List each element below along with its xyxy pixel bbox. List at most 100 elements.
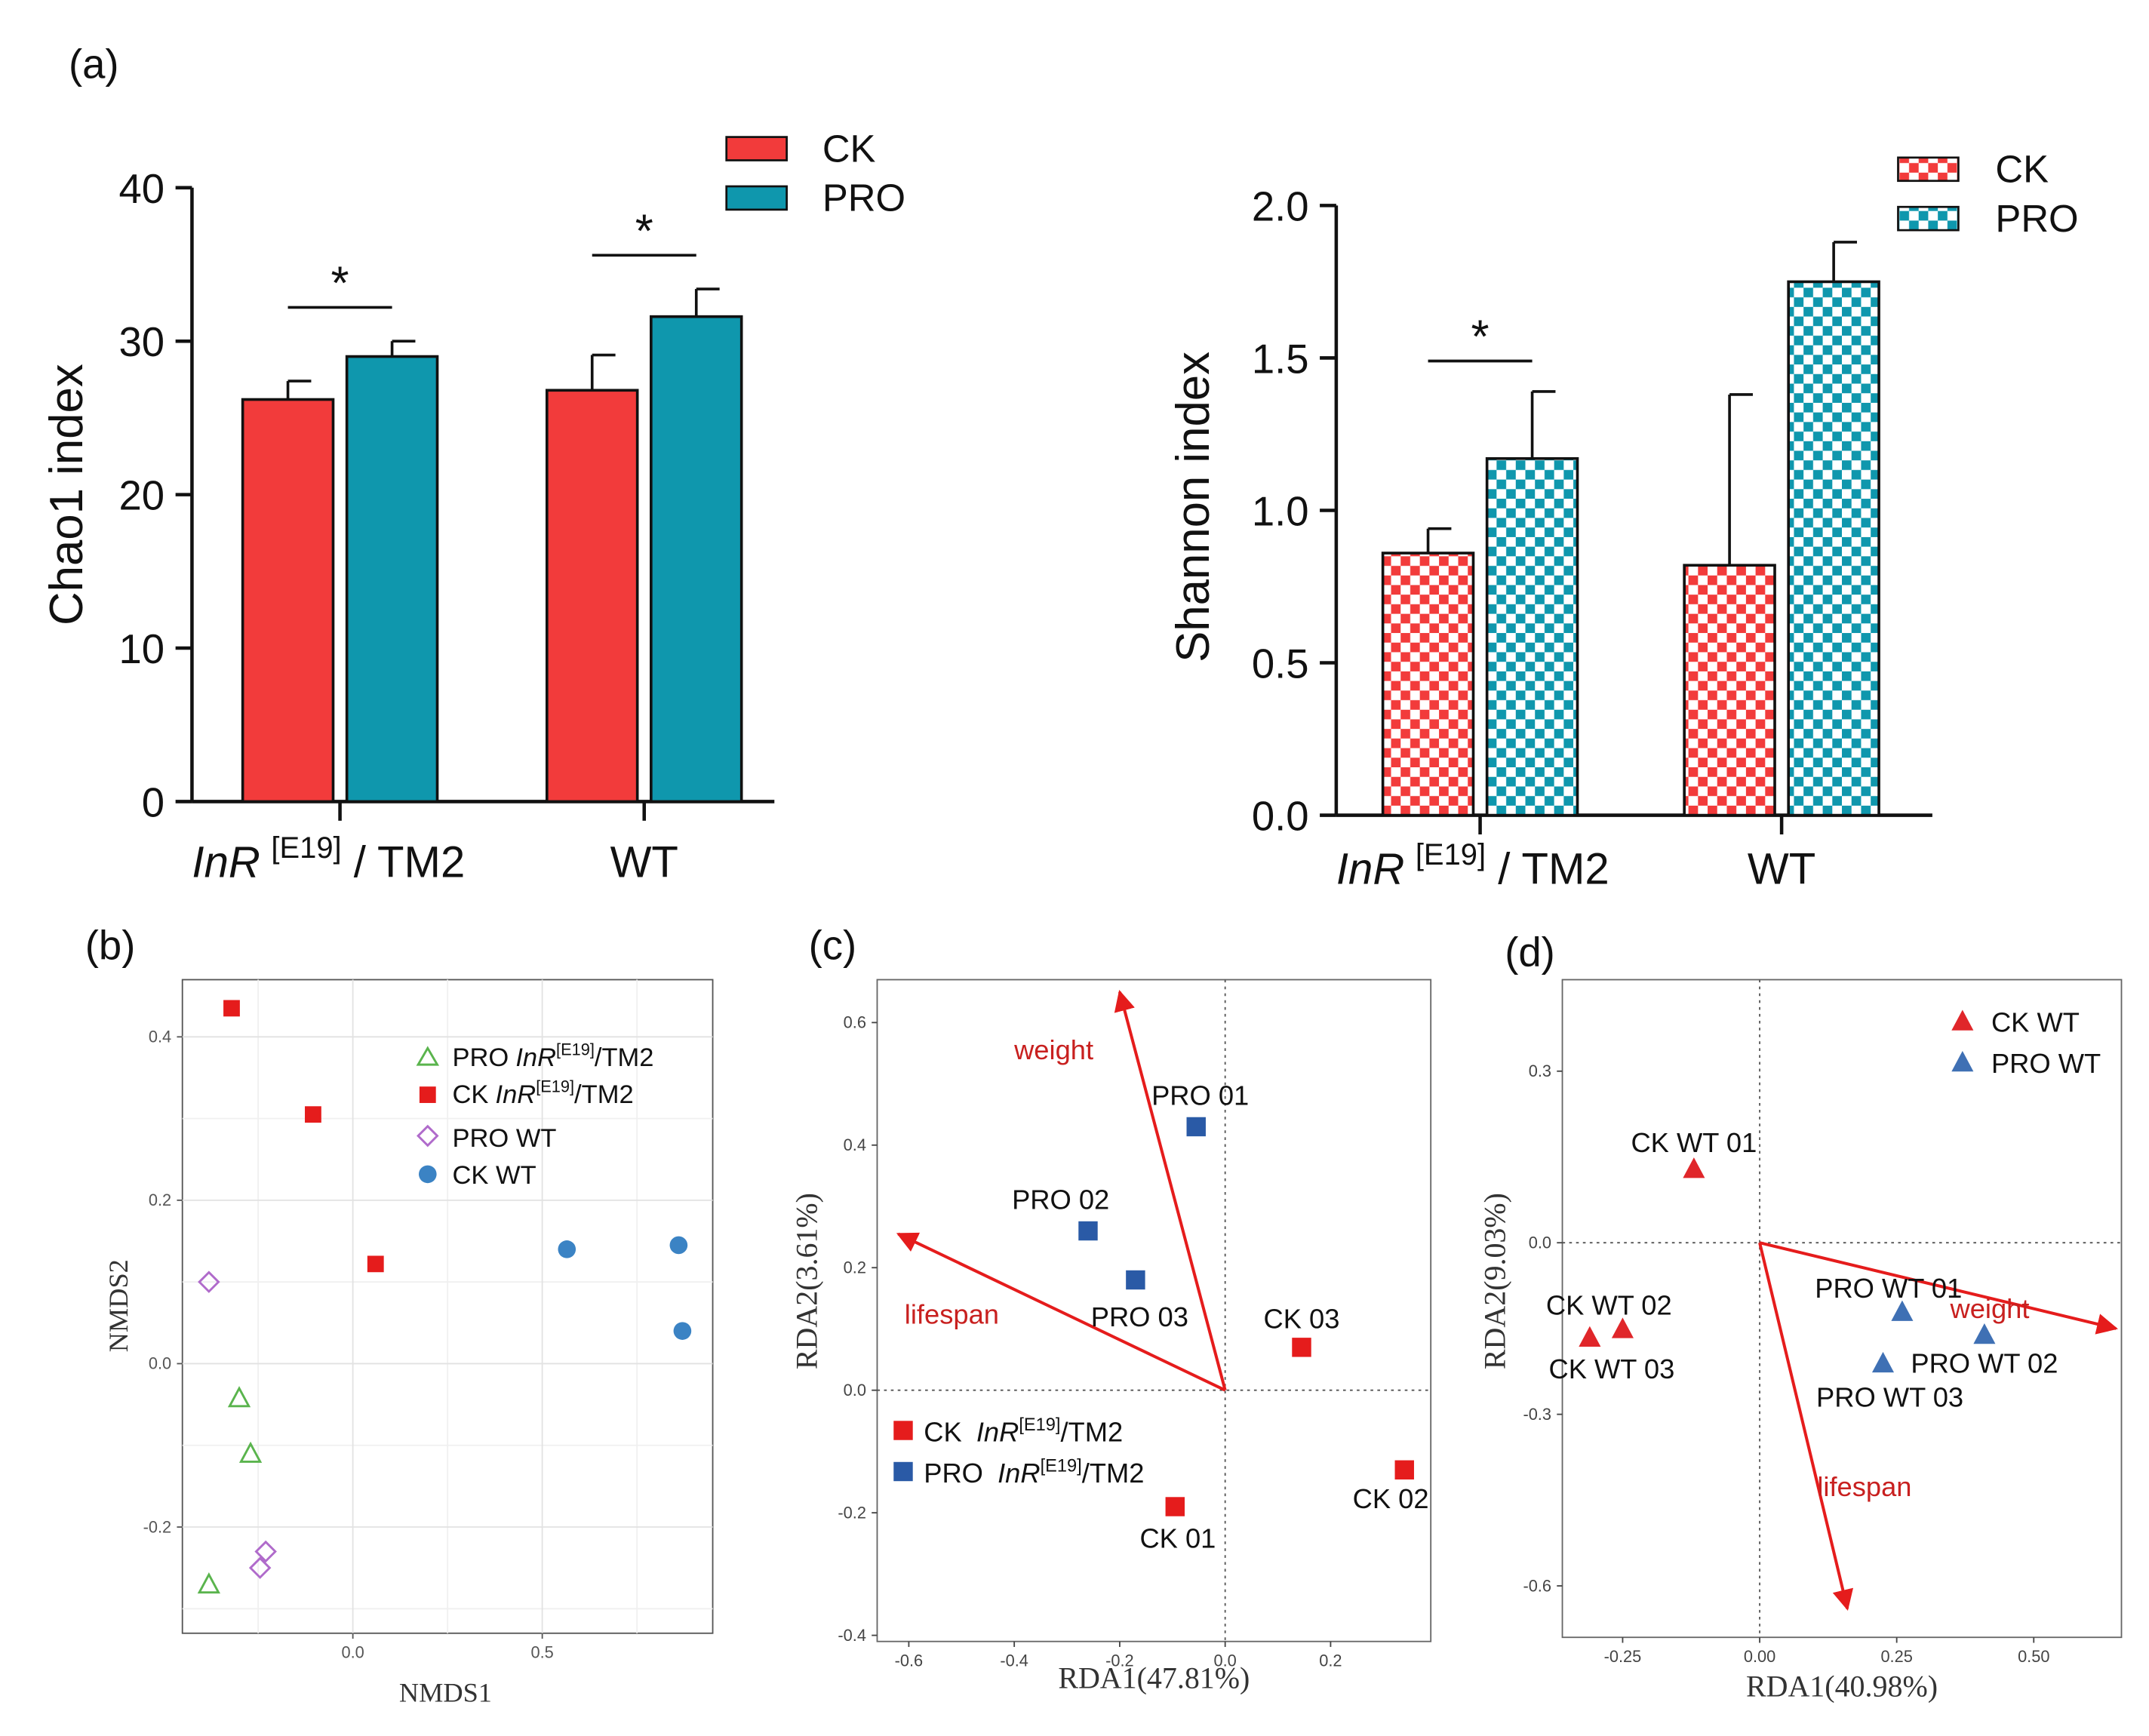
legend-suffix: /TM2 <box>574 1080 634 1109</box>
panel-label-b: (b) <box>85 922 136 968</box>
chao1-category-2: WT <box>610 837 678 886</box>
legend-sup: [E19] <box>556 1040 595 1058</box>
chao1-legend-pro: PRO <box>822 177 905 220</box>
x-tick-label: -0.6 <box>895 1651 924 1670</box>
y-tick-label: 1.0 <box>1252 488 1309 534</box>
data-point-triangle <box>1973 1323 1996 1344</box>
y-tick-label: 2.0 <box>1252 183 1309 229</box>
biplot-arrow-lifespan <box>896 1232 1226 1392</box>
legend-suffix: /TM2 <box>595 1043 654 1072</box>
rda-wt-legend-ck: CK WT <box>1991 1007 2080 1038</box>
panel-label-d: (d) <box>1505 929 1555 975</box>
legend-marker-open-triangle <box>416 1046 440 1066</box>
legend-marker-pro-wt <box>1951 1050 1974 1072</box>
legend-prefix: PRO <box>924 1458 991 1489</box>
legend-marker-open-diamond <box>417 1124 439 1148</box>
biplot-arrow-weight <box>1114 990 1227 1391</box>
shannon-cat1-suffix: / TM2 <box>1486 844 1609 893</box>
y-tick-label: 10 <box>119 626 165 672</box>
rda-inr-y-label: RDA2(3.61%) <box>790 1193 824 1369</box>
legend-prefix: PRO <box>452 1043 509 1072</box>
data-point-open-diamond <box>254 1540 277 1563</box>
nmds-scatter-plot: 0.0 0.5-0.20.00.20.4 NMDS1 NMDS2 PRO InR[E… <box>103 979 714 1708</box>
data-point-square <box>1394 1460 1414 1479</box>
significance-star: * <box>1471 312 1490 364</box>
x-tick-label: 0.00 <box>1744 1647 1775 1666</box>
biplot-arrow-label: weight <box>1013 1034 1093 1065</box>
y-tick-label: 0.0 <box>149 1354 171 1373</box>
x-tick-label: 0.25 <box>1880 1647 1912 1666</box>
x-tick-label: 0.5 <box>530 1642 553 1661</box>
shannon-legend-pro: PRO <box>1995 197 2078 240</box>
y-tick-label: 0.0 <box>1252 794 1309 840</box>
legend-suffix: /TM2 <box>1082 1458 1145 1489</box>
data-point-square <box>1126 1270 1145 1290</box>
rda-inr-legend-ck: CK InR[E19]/TM2 <box>924 1415 1123 1448</box>
data-point-label: CK WT 02 <box>1546 1290 1672 1321</box>
x-tick-label: 0.0 <box>1214 1651 1237 1670</box>
legend-sup: [E19] <box>1019 1415 1060 1435</box>
y-tick-label: 0.6 <box>844 1013 866 1032</box>
bar <box>1787 280 1880 817</box>
data-point-label: CK 03 <box>1264 1303 1340 1334</box>
data-point-label: PRO 03 <box>1091 1301 1188 1332</box>
y-tick-label: 0.2 <box>844 1258 866 1277</box>
data-point-open-triangle <box>197 1572 221 1594</box>
data-point-square <box>1186 1117 1206 1137</box>
y-tick-label: 0.3 <box>1529 1062 1551 1080</box>
nmds-x-label: NMDS1 <box>399 1678 492 1708</box>
data-point-label: PRO 02 <box>1012 1184 1109 1215</box>
data-point-label: CK 01 <box>1139 1522 1216 1553</box>
rda-wt-legend-pro: PRO WT <box>1991 1048 2101 1079</box>
panel-label-a: (a) <box>69 41 119 88</box>
chao1-cat1-sup: [E19] <box>271 831 341 865</box>
nmds-legend-ck-wt: CK WT <box>452 1161 536 1190</box>
y-tick-label: 0.4 <box>844 1135 866 1154</box>
shannon-category-1: InR [E19] / TM2 <box>1336 838 1609 893</box>
legend-italic: InR <box>496 1080 536 1109</box>
chao1-legend-ck-swatch <box>725 136 788 161</box>
y-tick-label: 30 <box>119 319 165 365</box>
chao1-cat1-italic: InR <box>192 837 260 886</box>
data-point-open-triangle <box>238 1441 263 1463</box>
shannon-category-2: WT <box>1748 844 1815 893</box>
rda-inr-legend: CK InR[E19]/TM2 PRO InR[E19]/TM2 <box>893 1415 1144 1489</box>
x-tick-label: -0.25 <box>1604 1647 1642 1666</box>
shannon-legend-ck: CK <box>1995 148 2049 191</box>
data-point-label: CK WT 03 <box>1549 1353 1675 1384</box>
data-point-label: PRO WT 03 <box>1816 1382 1963 1413</box>
legend-marker-pro <box>893 1461 913 1482</box>
data-point-label: PRO WT 02 <box>1911 1347 2058 1378</box>
rda-wt-plot: -0.25 0.00 0.25 0.50 -0.6 -0.3 0.0 0.3 weight li… <box>1477 979 2123 1703</box>
legend-marker-ck <box>893 1421 913 1440</box>
chao1-category-1: InR [E19] / TM2 <box>192 831 465 886</box>
y-tick-label: 0.4 <box>149 1028 171 1046</box>
y-tick-label: -0.3 <box>1523 1405 1551 1424</box>
data-point-triangle <box>1871 1351 1895 1373</box>
data-point-square <box>367 1255 384 1273</box>
chao1-y-label: Chao1 index <box>41 364 93 625</box>
data-point-circle <box>669 1236 688 1255</box>
rda-inr-plot: -0.6 -0.4 -0.2 0.0 0.2 -0.4 -0.2 0.0 0.2 0.4 0.6 w… <box>790 979 1432 1695</box>
biplot-arrow-label: weight <box>1949 1293 2029 1324</box>
biplot-arrow-weight <box>1759 1241 2118 1335</box>
data-point-square <box>223 1000 240 1017</box>
biplot-arrow-label: lifespan <box>1817 1471 1911 1502</box>
shannon-legend-ck-swatch <box>1897 156 1960 183</box>
chao1-legend-pro-swatch <box>725 185 788 211</box>
chao1-legend-ck: CK <box>822 127 876 170</box>
data-point-circle <box>558 1240 576 1258</box>
legend-italic: InR <box>976 1417 1019 1448</box>
y-tick-label: -0.4 <box>838 1626 866 1645</box>
legend-suffix: /TM2 <box>1060 1417 1123 1448</box>
bar <box>650 315 743 803</box>
significance-star: * <box>635 205 653 257</box>
legend-italic: InR <box>515 1043 556 1072</box>
shannon-legend-pro-swatch <box>1897 205 1960 232</box>
rda-wt-legend: CK WT PRO WT <box>1951 1007 2101 1079</box>
legend-italic: InR <box>998 1458 1041 1489</box>
y-tick-label: 1.5 <box>1252 336 1309 382</box>
data-point-triangle <box>1683 1157 1705 1178</box>
x-tick-label: 0.0 <box>341 1642 364 1661</box>
data-point-label: PRO WT 01 <box>1815 1273 1962 1304</box>
